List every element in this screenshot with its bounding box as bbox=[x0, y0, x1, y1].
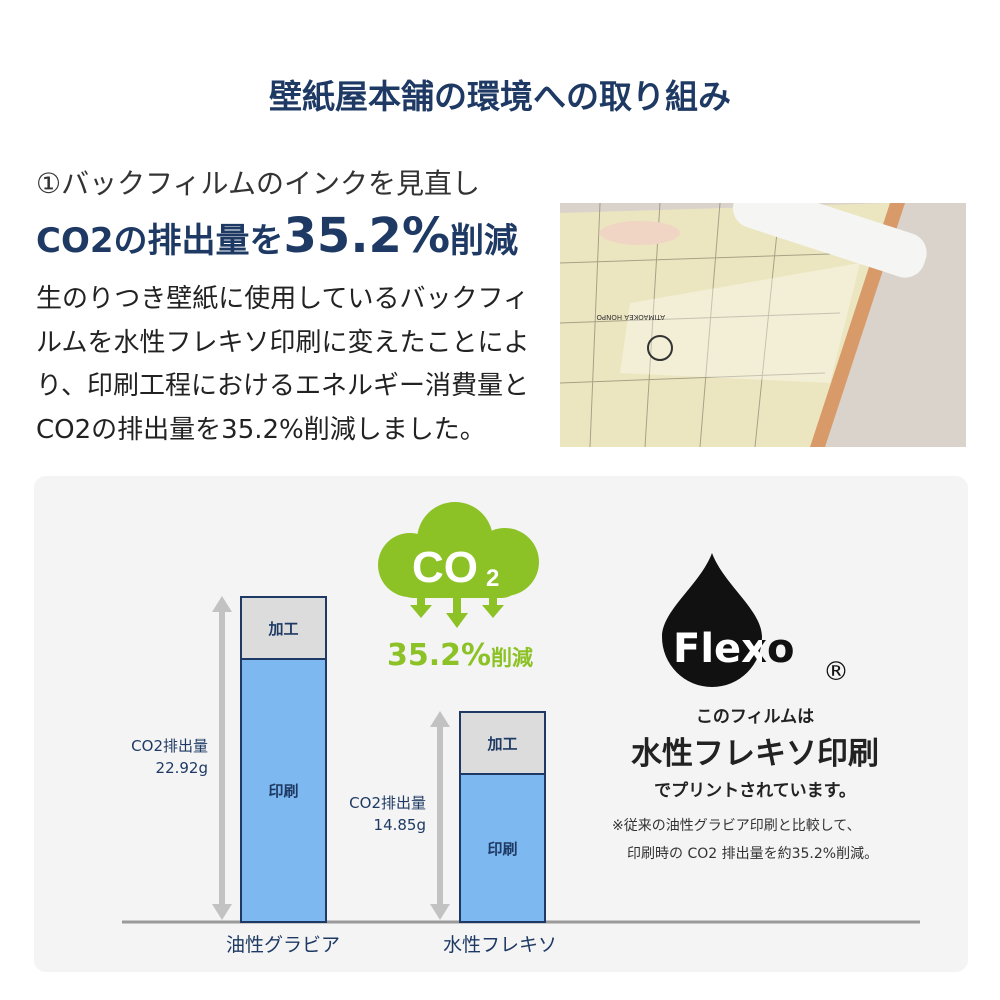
segment-processing: 加工 bbox=[461, 713, 544, 775]
cloud-co-text: CO bbox=[412, 543, 478, 592]
reduction-suffix: 削減 bbox=[491, 646, 534, 670]
drop-icon bbox=[662, 553, 762, 687]
headline-value: 35.2% bbox=[283, 208, 451, 264]
page-title: 壁紙屋本舗の環境への取り組み bbox=[269, 77, 731, 116]
photo-illustration: ATIMAOKEA HONPO bbox=[560, 203, 966, 447]
arrow-oil bbox=[212, 596, 232, 920]
flexo-line3: でプリントされています。 bbox=[654, 781, 856, 801]
section-body: 生のりつき壁紙に使用しているバックフィルムを水性フレキソ印刷に変えたことにより、… bbox=[36, 284, 530, 445]
segment-processing: 加工 bbox=[242, 598, 325, 660]
value-label-oil: CO2排出量 22.92g bbox=[131, 737, 208, 777]
flexo-line1: このフィルムは bbox=[695, 707, 815, 727]
bar-water-flexo: 加工 印刷 bbox=[459, 711, 546, 923]
registered-mark: ® bbox=[823, 657, 849, 687]
headline-post: 削減 bbox=[450, 221, 519, 261]
segment-printing: 印刷 bbox=[268, 782, 299, 800]
headline: CO2の排出量を35.2%削減 bbox=[36, 208, 518, 264]
value-label-water: CO2排出量 14.85g bbox=[349, 794, 426, 834]
segment-printing: 印刷 bbox=[487, 839, 518, 858]
reduction-label: 35.2%削減 bbox=[340, 636, 580, 680]
cloud-sub-text: 2 bbox=[486, 565, 499, 592]
flexo-note2: 印刷時の CO2 排出量を約35.2%削減。 bbox=[627, 846, 879, 862]
photo-print-text: ATIMAOKEA HONPO bbox=[596, 313, 665, 321]
arrow-water bbox=[430, 711, 450, 920]
bar-oil-gravure: 加工 印刷 bbox=[240, 596, 327, 923]
flexo-logo-text: Flexo bbox=[673, 626, 794, 672]
category-water: 水性フレキソ bbox=[442, 934, 557, 956]
category-oil: 油性グラビア bbox=[225, 934, 340, 956]
flexo-line2: 水性フレキソ印刷 bbox=[631, 736, 879, 772]
product-photo: ATIMAOKEA HONPO bbox=[560, 203, 966, 447]
cloud-icon bbox=[378, 502, 539, 628]
flexo-note1: ※従来の油性グラビア印刷と比較して、 bbox=[612, 818, 861, 834]
headline-pre: CO2の排出量を bbox=[36, 221, 284, 261]
reduction-value: 35.2% bbox=[386, 638, 492, 673]
section-subtitle: ①バックフィルムのインクを見直し bbox=[36, 167, 480, 200]
